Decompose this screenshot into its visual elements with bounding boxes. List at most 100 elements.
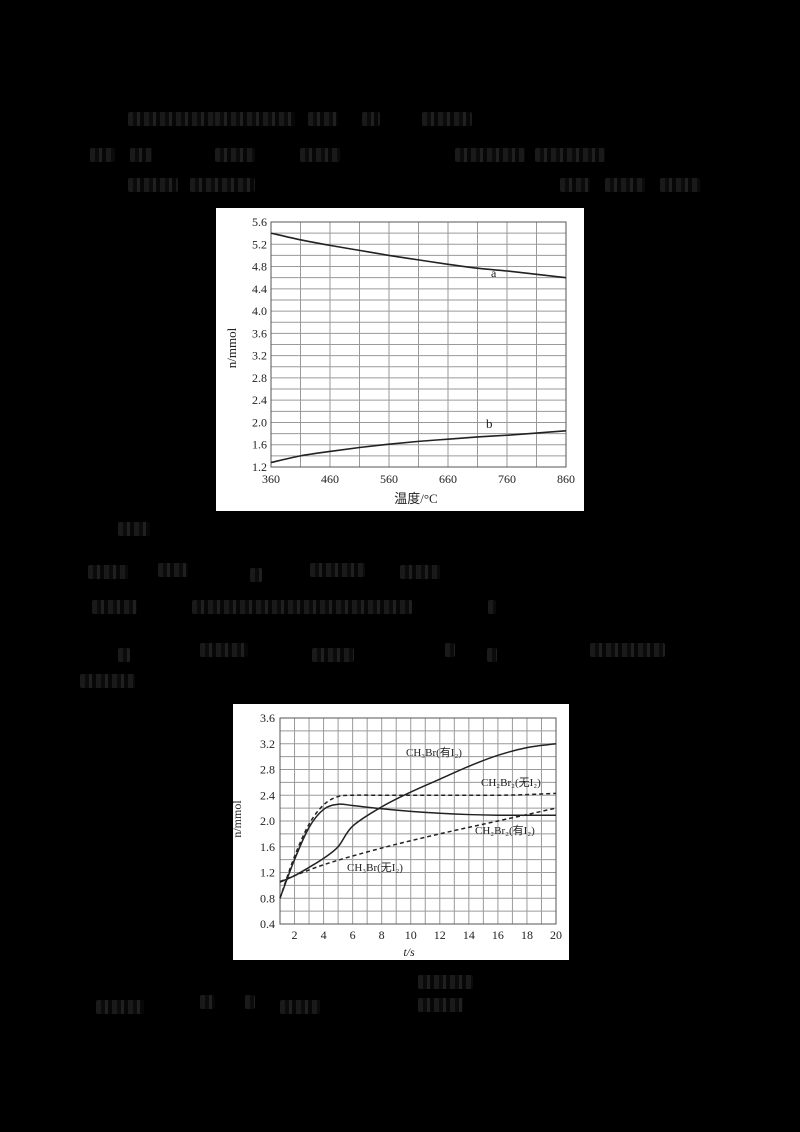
svg-text:5.6: 5.6 [252, 215, 267, 229]
obscured-text-line [418, 998, 463, 1012]
obscured-text-line [312, 648, 354, 662]
svg-text:4: 4 [321, 928, 327, 942]
svg-text:10: 10 [405, 928, 417, 942]
chart1-svg: 5.6 5.2 4.8 4.4 4.0 3.6 3.2 2.8 2.4 2.0 1.6 1.2 360… [224, 215, 575, 506]
obscured-text-line [118, 522, 150, 536]
svg-text:8: 8 [379, 928, 385, 942]
svg-text:2.8: 2.8 [260, 763, 275, 777]
chart-time-vs-amount: 3.6 3.2 2.8 2.4 2.0 1.6 1.2 0.8 0.4 2 4 6 8 10 12 14 16… [230, 704, 569, 960]
svg-text:360: 360 [262, 472, 280, 486]
obscured-text-line [455, 148, 525, 162]
svg-text:0.4: 0.4 [260, 917, 275, 931]
obscured-text-line [418, 975, 473, 989]
svg-text:1.2: 1.2 [260, 866, 275, 880]
svg-text:2.0: 2.0 [260, 814, 275, 828]
svg-text:3.2: 3.2 [252, 349, 267, 363]
series-line [279, 807, 557, 883]
chart2-y-ticks: 3.6 3.2 2.8 2.4 2.0 1.6 1.2 0.8 0.4 [260, 711, 275, 931]
obscured-text-line [200, 643, 248, 657]
svg-text:16: 16 [492, 928, 504, 942]
obscured-text-line [158, 563, 188, 577]
obscured-text-line [90, 148, 115, 162]
svg-text:3.6: 3.6 [260, 711, 275, 725]
obscured-text-line [400, 565, 440, 579]
obscured-text-line [362, 112, 380, 126]
obscured-text-line [215, 112, 295, 126]
obscured-text-line [280, 1000, 320, 1014]
svg-text:2.4: 2.4 [260, 788, 275, 802]
curve-b-label: b [486, 416, 493, 431]
obscured-text-line [92, 600, 137, 614]
obscured-text-line [128, 178, 178, 192]
obscured-text-line [605, 178, 645, 192]
label-ch2br2-without-i2: CH₂Br₂(无I₂) [481, 777, 541, 789]
svg-text:12: 12 [434, 928, 446, 942]
svg-text:3.6: 3.6 [252, 326, 267, 340]
svg-text:0.8: 0.8 [260, 891, 275, 905]
svg-text:14: 14 [463, 928, 475, 942]
svg-text:5.2: 5.2 [252, 237, 267, 251]
svg-text:1.6: 1.6 [252, 438, 267, 452]
obscured-text-line [96, 1000, 144, 1014]
svg-text:2: 2 [292, 928, 298, 942]
obscured-text-line [300, 148, 340, 162]
svg-text:760: 760 [498, 472, 516, 486]
chart2-x-axis-label: t/s [403, 945, 415, 959]
series-line [279, 792, 557, 899]
chart1-y-ticks: 5.6 5.2 4.8 4.4 4.0 3.6 3.2 2.8 2.4 2.0 1.6 1.2 [252, 215, 267, 474]
chart2-y-axis-label: n/mmol [233, 800, 244, 838]
svg-text:2.0: 2.0 [252, 415, 267, 429]
chart1-plot-area [270, 221, 567, 468]
chart2-series [279, 743, 557, 899]
svg-text:2.4: 2.4 [252, 393, 267, 407]
obscured-text-line [310, 563, 365, 577]
svg-text:4.4: 4.4 [252, 282, 267, 296]
curve-a [270, 232, 567, 279]
obscured-text-line [190, 178, 255, 192]
obscured-text-line [308, 112, 338, 126]
label-ch2br2-with-i2: CH₂Br₂(有I₂) [475, 823, 535, 837]
svg-text:2.8: 2.8 [252, 371, 267, 385]
svg-text:1.2: 1.2 [252, 460, 267, 474]
chart1-grid [270, 221, 567, 468]
obscured-text-line [88, 565, 128, 579]
curve-b [270, 430, 567, 464]
chart1-x-axis-label: 温度/°C [394, 491, 437, 506]
obscured-text-line [590, 643, 665, 657]
obscured-text-line [560, 178, 590, 192]
obscured-text-line [660, 178, 700, 192]
chart2-svg: 3.6 3.2 2.8 2.4 2.0 1.6 1.2 0.8 0.4 2 4 6 8 10 12 14 16… [230, 711, 562, 959]
chart1-x-ticks: 360 460 560 660 760 860 [262, 472, 575, 486]
chart2-x-ticks: 2 4 6 8 10 12 14 16 18 20 [292, 928, 562, 942]
obscured-text-line [128, 112, 218, 126]
series-line [279, 743, 557, 883]
chart1-y-axis-label: n/mmol [224, 327, 239, 368]
obscured-text-line [80, 674, 135, 688]
series-line [279, 803, 556, 899]
label-ch3br-with-i2: CH₃Br(有I₂) [406, 745, 462, 759]
obscured-text-line [487, 648, 497, 662]
obscured-text-line [200, 995, 215, 1009]
obscured-text-line [215, 148, 255, 162]
obscured-text-line [245, 995, 255, 1009]
svg-text:560: 560 [380, 472, 398, 486]
svg-text:4.0: 4.0 [252, 304, 267, 318]
svg-text:4.8: 4.8 [252, 260, 267, 274]
obscured-text-line [422, 112, 472, 126]
obscured-text-line [130, 148, 152, 162]
obscured-text-line [535, 148, 605, 162]
svg-text:460: 460 [321, 472, 339, 486]
svg-text:3.2: 3.2 [260, 737, 275, 751]
obscured-text-line [118, 648, 130, 662]
curve-a-label: a [491, 266, 497, 280]
obscured-text-line [250, 568, 262, 582]
svg-text:6: 6 [350, 928, 356, 942]
svg-text:1.6: 1.6 [260, 840, 275, 854]
obscured-text-line [488, 600, 496, 614]
svg-text:660: 660 [439, 472, 457, 486]
svg-text:860: 860 [557, 472, 575, 486]
svg-text:18: 18 [521, 928, 533, 942]
obscured-text-line [192, 600, 412, 614]
obscured-text-line [445, 643, 455, 657]
label-ch3br-without-i2: CH₃Br(无I₂) [347, 862, 403, 874]
